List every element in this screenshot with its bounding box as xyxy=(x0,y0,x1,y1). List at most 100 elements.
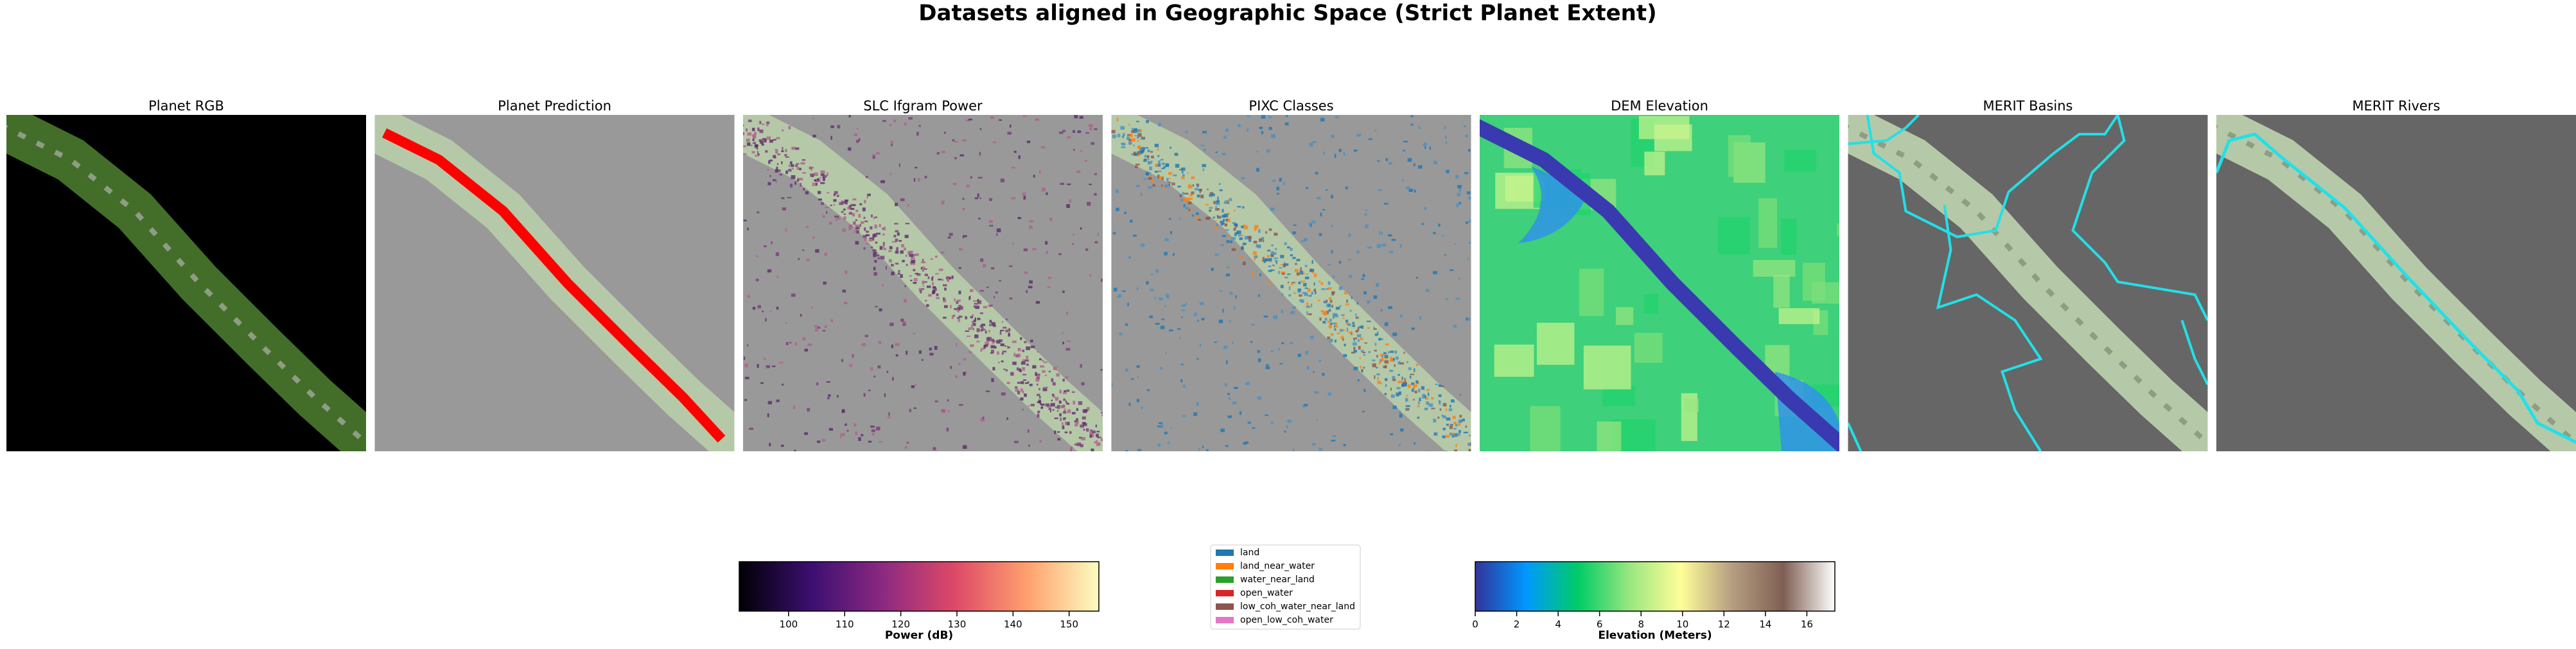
speckle xyxy=(1453,428,1457,430)
tick-label: 120 xyxy=(891,619,910,630)
speckle xyxy=(1292,257,1296,259)
speckle xyxy=(1464,125,1466,127)
speckle xyxy=(1306,187,1308,189)
speckle xyxy=(1301,240,1305,243)
speckle xyxy=(1200,195,1204,198)
speckle xyxy=(803,187,805,191)
speckle xyxy=(1161,318,1165,320)
speckle xyxy=(747,295,750,298)
speckle xyxy=(747,132,752,136)
panel-image xyxy=(6,115,366,451)
speckle xyxy=(1459,202,1461,205)
speckle xyxy=(1122,135,1125,138)
speckle xyxy=(1470,381,1471,383)
speckle xyxy=(1257,358,1261,362)
speckle xyxy=(1197,320,1199,322)
speckle xyxy=(1216,215,1219,218)
speckle xyxy=(1306,295,1309,297)
terrain-patch xyxy=(1837,223,1839,236)
speckle xyxy=(1296,272,1300,276)
speckle xyxy=(1220,428,1225,433)
speckle xyxy=(1446,417,1451,421)
terrain-patch xyxy=(1758,198,1778,248)
speckle xyxy=(1324,318,1327,321)
speckle xyxy=(1363,354,1365,356)
speckle xyxy=(1322,209,1326,211)
speckle xyxy=(952,315,956,317)
speckle xyxy=(1045,374,1047,377)
speckle xyxy=(765,150,768,153)
speckle xyxy=(1226,240,1230,243)
speckle xyxy=(996,351,999,355)
speckle xyxy=(1130,220,1133,223)
speckle xyxy=(1348,233,1351,238)
speckle xyxy=(1380,354,1385,356)
speckle xyxy=(796,166,800,170)
speckle xyxy=(1227,415,1232,419)
speckle xyxy=(866,243,868,245)
speckle xyxy=(1138,145,1141,148)
speckle xyxy=(1306,366,1310,370)
speckle xyxy=(877,365,881,368)
speckle xyxy=(1181,176,1185,180)
speckle xyxy=(1356,134,1362,137)
speckle xyxy=(1089,431,1094,435)
speckle xyxy=(743,145,746,148)
speckle xyxy=(1316,196,1321,200)
speckle xyxy=(1035,300,1040,304)
speckle xyxy=(1433,419,1437,423)
speckle xyxy=(871,429,875,433)
speckle xyxy=(1006,318,1008,320)
speckle xyxy=(841,201,845,204)
speckle xyxy=(1417,405,1420,408)
basin-boundary xyxy=(2180,320,2208,385)
speckle xyxy=(1438,223,1441,227)
speckle xyxy=(929,352,934,356)
speckle xyxy=(1225,128,1229,132)
speckle xyxy=(898,270,900,272)
speckle xyxy=(1278,270,1280,275)
speckle xyxy=(1376,373,1380,376)
speckle xyxy=(921,261,926,264)
speckle xyxy=(991,349,994,354)
speckle xyxy=(1377,160,1380,162)
speckle xyxy=(855,431,858,435)
speckle xyxy=(1438,384,1441,387)
speckle xyxy=(800,162,805,165)
speckle xyxy=(1137,449,1142,451)
speckle xyxy=(1037,350,1039,353)
speckle xyxy=(988,329,990,333)
speckle xyxy=(1466,317,1468,321)
speckle xyxy=(1334,328,1336,331)
speckle xyxy=(1154,171,1159,173)
speckle xyxy=(1150,288,1154,291)
speckle xyxy=(1035,377,1040,382)
speckle xyxy=(913,278,918,281)
speckle xyxy=(1241,177,1245,180)
speckle xyxy=(1172,253,1175,256)
speckle xyxy=(1137,151,1140,155)
speckle xyxy=(1052,382,1056,386)
speckle xyxy=(989,225,994,227)
speckle xyxy=(1205,449,1209,451)
speckle xyxy=(789,342,791,343)
speckle xyxy=(896,247,898,251)
speckle xyxy=(872,237,875,241)
speckle xyxy=(1284,242,1287,245)
speckle xyxy=(752,142,756,144)
speckle xyxy=(1069,431,1072,434)
speckle xyxy=(932,282,934,286)
speckle xyxy=(958,319,961,322)
speckle xyxy=(1233,386,1238,389)
speckle xyxy=(1468,220,1471,223)
speckle xyxy=(976,340,980,343)
speckle xyxy=(1074,443,1077,446)
speckle xyxy=(1035,118,1039,121)
speckle xyxy=(932,276,934,279)
speckle xyxy=(1442,402,1447,407)
speckle xyxy=(1295,263,1297,265)
speckle xyxy=(1274,257,1278,259)
speckle xyxy=(1353,367,1358,370)
speckle xyxy=(1449,426,1453,429)
speckle xyxy=(1401,376,1403,381)
